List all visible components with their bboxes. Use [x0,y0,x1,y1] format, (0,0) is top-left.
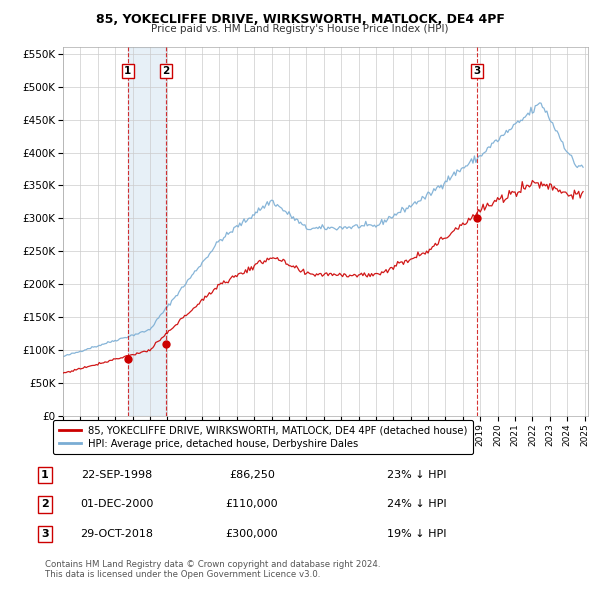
Text: 23% ↓ HPI: 23% ↓ HPI [387,470,446,480]
Text: £86,250: £86,250 [229,470,275,480]
Text: 24% ↓ HPI: 24% ↓ HPI [387,500,446,509]
Text: 2: 2 [162,66,170,76]
Text: 3: 3 [473,66,481,76]
Text: 2: 2 [41,500,49,509]
Text: Contains HM Land Registry data © Crown copyright and database right 2024.
This d: Contains HM Land Registry data © Crown c… [45,560,380,579]
Legend: 85, YOKECLIFFE DRIVE, WIRKSWORTH, MATLOCK, DE4 4PF (detached house), HPI: Averag: 85, YOKECLIFFE DRIVE, WIRKSWORTH, MATLOC… [53,420,473,454]
Text: 3: 3 [41,529,49,539]
Text: 1: 1 [41,470,49,480]
Text: 85, YOKECLIFFE DRIVE, WIRKSWORTH, MATLOCK, DE4 4PF: 85, YOKECLIFFE DRIVE, WIRKSWORTH, MATLOC… [95,13,505,26]
Text: 1: 1 [124,66,131,76]
Text: £300,000: £300,000 [226,529,278,539]
Text: 29-OCT-2018: 29-OCT-2018 [80,529,154,539]
Bar [128,47,166,416]
Text: 19% ↓ HPI: 19% ↓ HPI [387,529,446,539]
Text: Price paid vs. HM Land Registry's House Price Index (HPI): Price paid vs. HM Land Registry's House … [151,24,449,34]
Text: 01-DEC-2000: 01-DEC-2000 [80,500,154,509]
Text: 22-SEP-1998: 22-SEP-1998 [82,470,152,480]
Text: £110,000: £110,000 [226,500,278,509]
